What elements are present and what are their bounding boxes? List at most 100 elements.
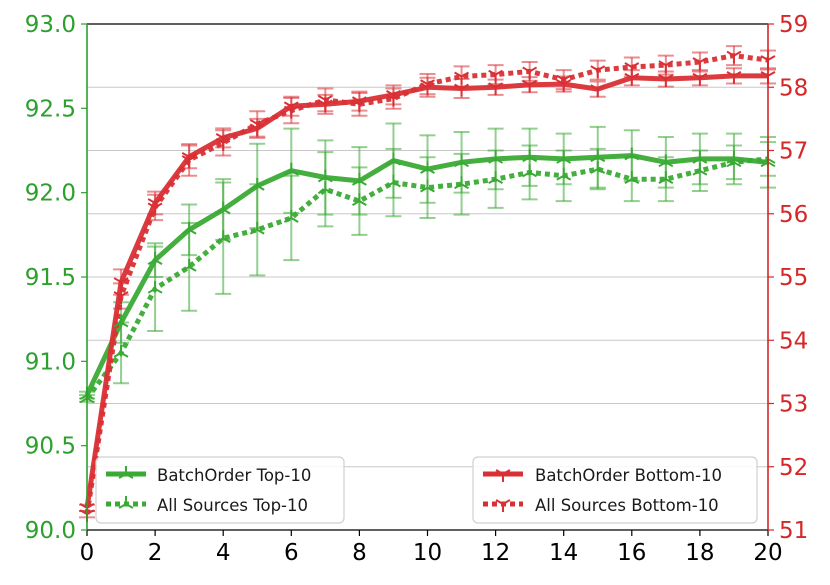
marker-1-3-arm-2 bbox=[181, 266, 190, 272]
marker-3-9 bbox=[386, 93, 401, 107]
marker-1-4 bbox=[215, 230, 231, 244]
marker-1-9-arm-1 bbox=[392, 181, 401, 188]
marker-1-14-arm-2 bbox=[556, 174, 565, 181]
marker-0-0-arm-1 bbox=[86, 394, 95, 400]
marker-0-16 bbox=[624, 147, 640, 161]
marker-1-19-arm-1 bbox=[733, 161, 742, 168]
marker-1-13 bbox=[522, 164, 538, 178]
y-right-tick-label-0: 51 bbox=[779, 518, 808, 544]
marker-3-15 bbox=[590, 65, 606, 79]
marker-1-1-arm-1 bbox=[120, 352, 129, 358]
marker-3-5 bbox=[249, 119, 265, 132]
legend-label-batchorder-top: BatchOrder Top-10 bbox=[157, 466, 311, 485]
marker-0-5 bbox=[249, 177, 265, 191]
marker-0-4-arm-2 bbox=[215, 208, 224, 215]
marker-0-12-arm-2 bbox=[488, 158, 497, 164]
marker-3-15-arm-1 bbox=[597, 65, 606, 72]
marker-1-17-arm-1 bbox=[665, 178, 674, 185]
marker-0-15-arm-2 bbox=[590, 156, 599, 163]
marker-1-6-arm-2 bbox=[283, 217, 292, 223]
marker-1-16 bbox=[624, 171, 640, 185]
marker-3-3-arm-2 bbox=[181, 155, 190, 161]
legend-right-swatch-1-marker-arm-1 bbox=[502, 499, 511, 505]
marker-0-16-arm-1 bbox=[631, 154, 640, 161]
legend-right-swatch-1-marker-arm-2 bbox=[495, 499, 504, 505]
marker-1-5-arm-1 bbox=[256, 228, 265, 235]
marker-2-12-arm-2 bbox=[488, 82, 497, 89]
y-right-tick-label-1: 52 bbox=[779, 455, 808, 481]
x-tick-label-10: 20 bbox=[753, 540, 782, 566]
marker-0-9-arm-1 bbox=[392, 159, 401, 166]
marker-0-11-arm-2 bbox=[454, 161, 463, 168]
marker-2-6-arm-2 bbox=[283, 101, 292, 108]
x-tick-label-3: 6 bbox=[284, 540, 299, 566]
x-tick-label-5: 10 bbox=[413, 540, 442, 566]
legend-right-swatch-0-marker bbox=[495, 469, 511, 482]
marker-3-6 bbox=[283, 105, 299, 119]
marker-0-11-arm-1 bbox=[461, 161, 469, 168]
marker-0-9-arm-2 bbox=[386, 159, 394, 166]
tick-labels: 0 2 4 6 8 10 12 14 16 18 20 90.0 90.5 91.0 91.5 92.0 92.… bbox=[25, 12, 809, 566]
marker-3-14-arm-2 bbox=[556, 74, 565, 81]
marker-1-14 bbox=[556, 167, 572, 181]
marker-1-6-arm-1 bbox=[290, 217, 299, 223]
marker-3-3-arm-1 bbox=[188, 155, 197, 161]
marker-3-6-arm-1 bbox=[290, 105, 299, 112]
marker-2-15 bbox=[590, 84, 606, 98]
marker-0-13-arm-1 bbox=[529, 156, 538, 163]
marker-3-5-arm-2 bbox=[249, 119, 258, 125]
marker-0-5-arm-2 bbox=[249, 185, 258, 191]
marker-2-19 bbox=[726, 70, 742, 84]
marker-3-2 bbox=[147, 202, 163, 216]
error-bars bbox=[79, 45, 776, 519]
marker-1-15-arm-1 bbox=[597, 168, 606, 174]
marker-2-5-arm-1 bbox=[256, 123, 265, 130]
marker-3-1 bbox=[113, 291, 129, 304]
marker-2-13 bbox=[522, 79, 538, 93]
y-left-tick-label-1: 90.5 bbox=[25, 434, 76, 460]
marker-1-9 bbox=[386, 174, 401, 188]
marker-0-6-arm-2 bbox=[283, 169, 292, 176]
marker-2-3-arm-1 bbox=[188, 151, 197, 158]
marker-0-15-arm-1 bbox=[597, 156, 606, 163]
legend-label-batchorder-bottom: BatchOrder Bottom-10 bbox=[535, 466, 722, 485]
marker-0-20-arm-1 bbox=[767, 161, 776, 168]
marker-3-16-arm-2 bbox=[624, 62, 633, 68]
marker-3-8-arm-1 bbox=[358, 99, 367, 106]
x-tick-label-8: 16 bbox=[617, 540, 646, 566]
marker-0-8-arm-2 bbox=[351, 179, 360, 186]
marker-1-11-arm-1 bbox=[461, 183, 469, 190]
marker-0-3-arm-2 bbox=[181, 228, 190, 235]
marker-3-0-arm-1 bbox=[86, 509, 95, 516]
x-tick-label-0: 0 bbox=[80, 540, 95, 566]
x-tick-label-2: 4 bbox=[216, 540, 231, 566]
marker-3-13 bbox=[522, 66, 538, 80]
marker-0-18 bbox=[692, 150, 708, 164]
marker-0-2 bbox=[147, 252, 163, 265]
marker-0-3 bbox=[181, 221, 197, 235]
marker-0-7 bbox=[317, 169, 333, 183]
marker-1-12-arm-2 bbox=[488, 178, 497, 185]
marker-3-12-arm-1 bbox=[495, 69, 504, 76]
marker-3-8 bbox=[351, 99, 367, 113]
marker-0-7-arm-1 bbox=[324, 176, 333, 183]
marker-2-8-arm-2 bbox=[351, 96, 360, 103]
marker-1-17-arm-2 bbox=[658, 178, 667, 185]
legend-right-swatch-0-marker-arm-1 bbox=[502, 469, 511, 475]
marker-3-13-arm-2 bbox=[522, 66, 531, 73]
marker-0-10 bbox=[420, 161, 435, 174]
y-right-tick-label-5: 56 bbox=[779, 202, 808, 228]
marker-3-16 bbox=[624, 62, 640, 76]
legend-left-swatch-1-marker bbox=[118, 496, 134, 509]
marker-1-9-arm-2 bbox=[386, 181, 394, 188]
marker-3-1-arm-2 bbox=[113, 291, 122, 297]
marker-3-4 bbox=[215, 138, 231, 151]
marker-1-7-arm-1 bbox=[324, 188, 333, 195]
marker-0-8 bbox=[351, 172, 367, 186]
marker-3-10 bbox=[420, 79, 435, 93]
marker-0-6-arm-1 bbox=[290, 169, 299, 176]
marker-2-4-arm-1 bbox=[222, 132, 231, 139]
marker-0-17 bbox=[658, 154, 674, 168]
marker-0-5-arm-1 bbox=[256, 185, 265, 191]
